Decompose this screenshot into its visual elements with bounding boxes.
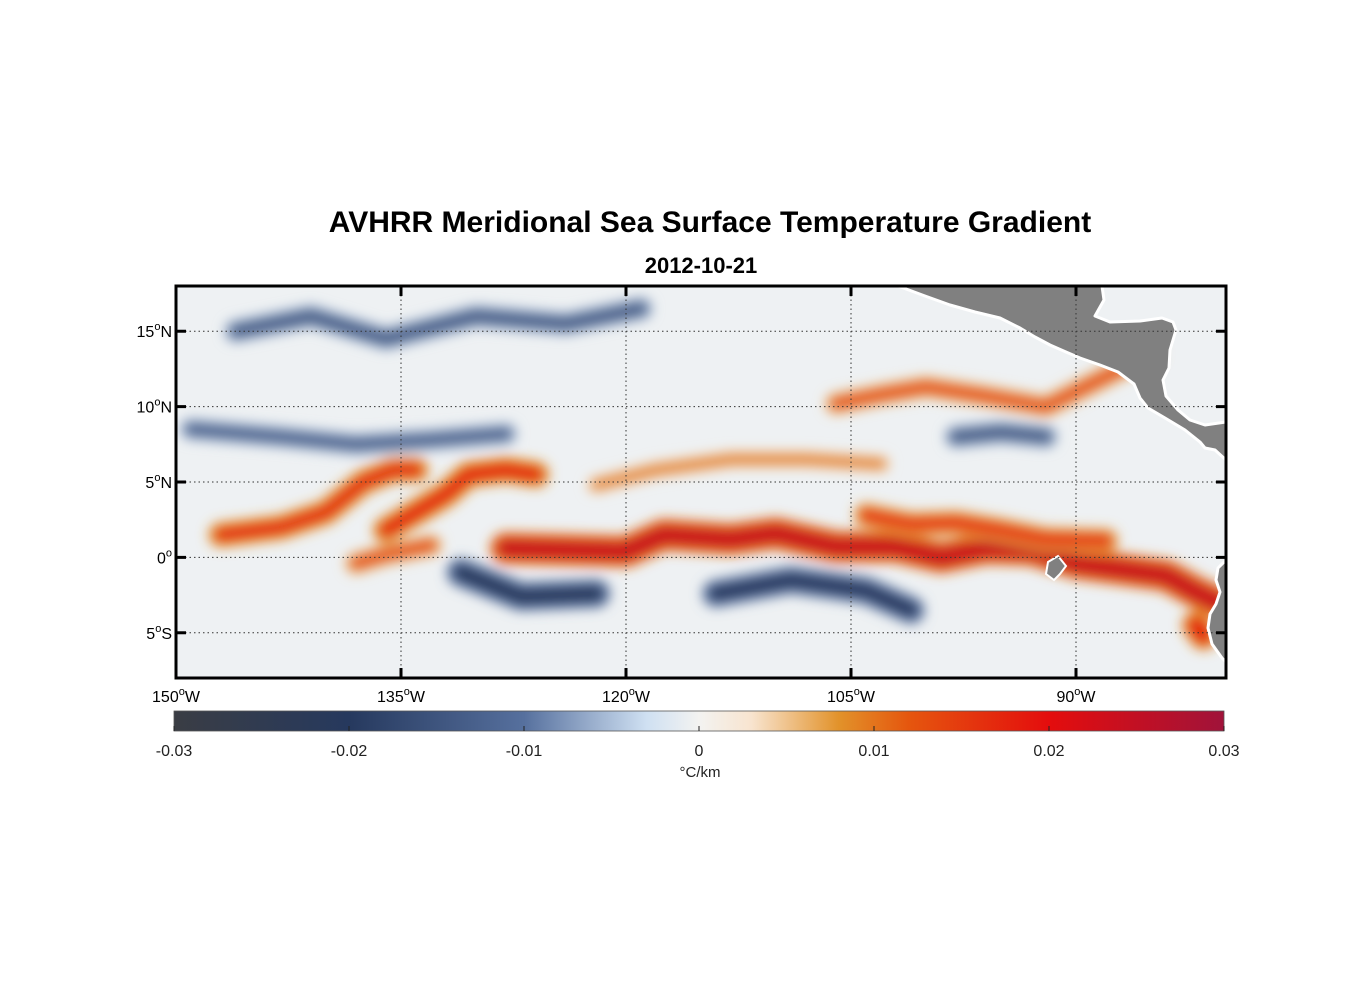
south-america-land <box>1206 558 1226 664</box>
field-warm-front-lower-west <box>349 539 438 570</box>
field-warm-front-west <box>213 462 424 543</box>
field-cold-trough-south-2 <box>708 572 919 619</box>
colorbar-ticks: -0.03 -0.02 -0.01 0 0.01 0.02 0.03 <box>156 726 1240 760</box>
y-tick-label: 5oN <box>145 472 172 492</box>
colorbar-tick-label: 0 <box>695 743 704 760</box>
x-axis-labels: 150oW 135oW 120oW 105oW 90oW <box>152 686 1096 706</box>
colorbar-tick-label: 0.03 <box>1208 743 1239 760</box>
y-axis-labels: 15oN 10oN 5oN 0o 5oS <box>137 321 172 643</box>
land-mask <box>896 286 1226 664</box>
field-band-5n <box>590 454 887 491</box>
galapagos-islands <box>1044 554 1068 582</box>
y-tick-label: 10oN <box>137 397 172 417</box>
colorbar-tick-label: -0.03 <box>156 743 193 760</box>
colorbar-unit: °C/km <box>679 764 721 781</box>
field-equatorial-front-upper <box>859 508 1113 548</box>
field-cold-trough-south <box>452 564 605 605</box>
field-warm-front-mid <box>378 462 544 538</box>
colorbar-tick-label: -0.02 <box>331 743 368 760</box>
chart-subtitle: 2012-10-21 <box>644 253 758 278</box>
colorbar-tick-label: 0.01 <box>858 743 889 760</box>
y-tick-label: 15oN <box>137 321 172 341</box>
y-tick-label: 0o <box>157 547 172 567</box>
field-cold-patch-95w <box>949 425 1053 444</box>
y-tick-label: 5oS <box>146 623 172 643</box>
x-tick-label: 150oW <box>152 686 201 706</box>
field-south-front <box>1188 617 1212 644</box>
x-tick-label: 120oW <box>602 686 651 706</box>
x-tick-label: 90oW <box>1056 686 1096 706</box>
map-frame <box>174 284 1228 680</box>
colorbar-tick-label: 0.02 <box>1033 743 1064 760</box>
field-equatorial-front <box>497 524 1226 612</box>
x-tick-label: 135oW <box>377 686 426 706</box>
field-band-10n <box>829 347 1158 413</box>
chart-title: AVHRR Meridional Sea Surface Temperature… <box>328 206 1092 239</box>
field-cold-band-7n <box>184 422 513 451</box>
central-america-land <box>896 286 1226 462</box>
field-cold-blobs-north <box>229 302 648 346</box>
x-tick-label: 105oW <box>827 686 876 706</box>
colorbar-tick-label: -0.01 <box>506 743 543 760</box>
